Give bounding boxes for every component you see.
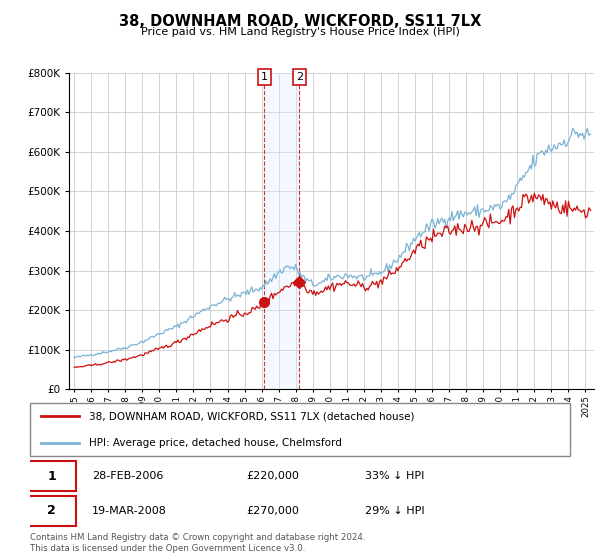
Text: 38, DOWNHAM ROAD, WICKFORD, SS11 7LX (detached house): 38, DOWNHAM ROAD, WICKFORD, SS11 7LX (de… — [89, 412, 415, 422]
Text: 38, DOWNHAM ROAD, WICKFORD, SS11 7LX: 38, DOWNHAM ROAD, WICKFORD, SS11 7LX — [119, 14, 481, 29]
Text: Contains HM Land Registry data © Crown copyright and database right 2024.
This d: Contains HM Land Registry data © Crown c… — [30, 533, 365, 553]
Text: 2: 2 — [296, 72, 303, 82]
Text: 28-FEB-2006: 28-FEB-2006 — [92, 471, 163, 481]
Text: 29% ↓ HPI: 29% ↓ HPI — [365, 506, 424, 516]
Text: 19-MAR-2008: 19-MAR-2008 — [92, 506, 167, 516]
Text: 1: 1 — [47, 469, 56, 483]
FancyBboxPatch shape — [28, 496, 76, 526]
Text: HPI: Average price, detached house, Chelmsford: HPI: Average price, detached house, Chel… — [89, 438, 342, 448]
FancyBboxPatch shape — [30, 403, 570, 456]
Text: £220,000: £220,000 — [246, 471, 299, 481]
Bar — [265, 73, 299, 389]
FancyBboxPatch shape — [28, 460, 76, 492]
Text: 2: 2 — [47, 505, 56, 517]
Text: 33% ↓ HPI: 33% ↓ HPI — [365, 471, 424, 481]
Text: Price paid vs. HM Land Registry's House Price Index (HPI): Price paid vs. HM Land Registry's House … — [140, 27, 460, 37]
Text: £270,000: £270,000 — [246, 506, 299, 516]
Text: 1: 1 — [261, 72, 268, 82]
